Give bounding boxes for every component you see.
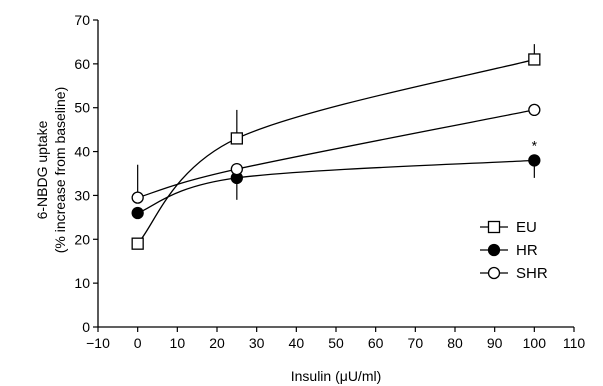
y-tick-label: 10: [74, 275, 90, 291]
y-tick-label: 70: [74, 12, 90, 28]
legend-label-eu: EU: [516, 219, 537, 236]
y-axis-label: 6-NBDG uptake: [34, 120, 50, 219]
x-tick-label: 0: [134, 335, 142, 351]
data-point-shr: [131, 191, 144, 204]
series-line-eu: [137, 58, 535, 245]
y-tick-label: 30: [74, 187, 90, 203]
y-tick-label: 50: [74, 100, 90, 116]
data-point-hr: [528, 154, 541, 167]
data-point-eu: [528, 53, 541, 66]
y-tick-label: 0: [82, 319, 90, 335]
series-lines: [137, 58, 535, 245]
data-point-shr: [528, 103, 541, 117]
x-tick-label: 20: [209, 335, 225, 351]
legend-marker-hr: [487, 243, 501, 257]
x-tick-label: 110: [563, 335, 586, 351]
annotations: *: [532, 137, 538, 153]
x-tick-label: 70: [408, 335, 424, 351]
data-point-shr: [230, 162, 243, 176]
legend-label-shr: SHR: [516, 265, 548, 282]
series-line-shr: [137, 109, 535, 199]
x-tick-label: 40: [289, 335, 305, 351]
x-axis-label: Insulin (μU/ml): [291, 368, 382, 384]
markers: [131, 53, 541, 250]
y-axis-label-line2: (% increase from baseline): [52, 87, 68, 254]
x-tick-label: 60: [368, 335, 384, 351]
y-tick-label: 40: [74, 144, 90, 160]
y-axis-title: 6-NBDG uptake (% increase from baseline): [34, 87, 68, 254]
x-tick-label: 100: [523, 335, 547, 351]
x-tick-label: 10: [170, 335, 186, 351]
data-point-hr: [131, 206, 144, 220]
x-tick-label: 30: [249, 335, 265, 351]
x-tick-label: 50: [328, 335, 344, 351]
legend-marker-eu: [487, 220, 501, 234]
y-tick-label: 60: [74, 56, 90, 72]
x-tick-label: −10: [86, 335, 110, 351]
ticks: −10 0 10 20 30 40 50 60 70 80 90 100 110010203040506…: [74, 12, 585, 351]
legend: EU HR SHR: [480, 219, 548, 282]
legend-marker-shr: [487, 266, 501, 280]
x-tick-label: 90: [487, 335, 503, 351]
axes: [97, 20, 574, 328]
series-line-hr: [137, 159, 535, 214]
y-tick-label: 20: [74, 231, 90, 247]
data-point-eu: [230, 132, 243, 145]
data-point-eu: [131, 237, 144, 250]
significance-marker: *: [532, 137, 538, 153]
x-tick-label: 80: [447, 335, 463, 351]
legend-label-hr: HR: [516, 242, 538, 259]
